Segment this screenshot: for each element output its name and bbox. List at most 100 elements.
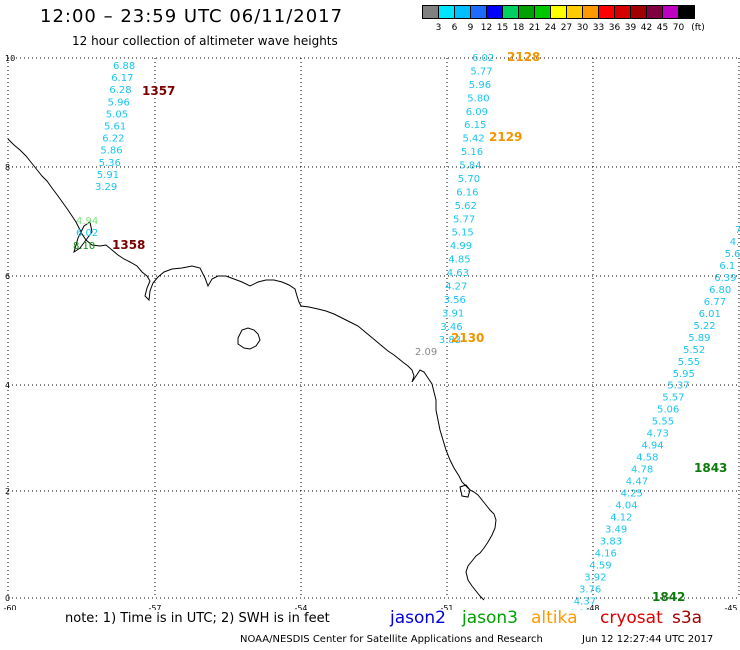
coastline-main [7, 138, 497, 601]
wave-height-value: 5.89 [688, 333, 710, 344]
legend-tick-label: 3 [435, 23, 442, 33]
x-tick-label: -57 [148, 604, 161, 610]
wave-height-value: 4.99 [450, 241, 472, 252]
legend-tick-label: 30 [576, 23, 589, 33]
wave-height-value: 5.55 [678, 357, 700, 368]
wave-height-value: 3.92 [584, 572, 606, 583]
wave-height-value: 4.58 [636, 453, 658, 464]
pass-time-label: 2128 [507, 50, 540, 64]
island-small [459, 484, 471, 498]
wave-height-value: 6.22 [102, 134, 124, 145]
satellite-passes: 6.886.176.285.965.055.616.225.865.365.91… [73, 53, 740, 610]
wave-height-value: 5.91 [97, 170, 119, 181]
legend-swatch [662, 5, 679, 19]
wave-height-value: 6.02 [76, 228, 98, 239]
y-tick-label: 2 [5, 487, 10, 496]
legend-swatches [422, 5, 695, 19]
wave-height-value: 8.10 [73, 241, 95, 252]
wave-height-value: 3.83 [439, 335, 461, 346]
wave-height-value: 5.22 [693, 321, 715, 332]
x-tick-label: -54 [294, 604, 307, 610]
wave-height-value: 5.77 [453, 214, 475, 225]
wave-height-value: 3.46 [440, 322, 462, 333]
wave-height-value: 5.80 [467, 93, 489, 104]
wave-height-value: 4.37 [574, 596, 596, 607]
wave-height-value: 6.77 [704, 297, 726, 308]
legend-swatch [630, 5, 647, 19]
wave-height-value: 2.09 [415, 347, 437, 358]
wave-height-value: 5.42 [463, 134, 485, 145]
legend-tick-label: 39 [624, 23, 637, 33]
y-tick-label: 0 [5, 594, 10, 603]
pass-time-label: 1357 [142, 84, 175, 98]
pass-time-label: 1843 [694, 461, 727, 475]
coast-islands-ne [73, 221, 93, 254]
legend-swatch [566, 5, 583, 19]
wave-height-value: 5.57 [662, 393, 684, 404]
wave-height-value: 4.02 [569, 608, 591, 610]
satellite-name: jason3 [462, 608, 518, 628]
wave-height-value: 6.16 [456, 187, 478, 198]
legend-swatch [678, 5, 695, 19]
legend-swatch [422, 5, 439, 19]
y-tick-label: 8 [5, 163, 10, 172]
pass-times: 1357 1358 2128 2129 2130 1843 1842 [112, 50, 727, 604]
wave-height-value: 6.01 [699, 309, 721, 320]
legend-swatch [646, 5, 663, 19]
wave-height-value: 5.86 [100, 146, 122, 157]
y-tick-label: 4 [5, 381, 10, 390]
wave-height-value: 4.27 [445, 282, 467, 293]
wave-height-value: 3.29 [95, 182, 117, 193]
wave-height-value: 3.56 [444, 295, 466, 306]
wave-height-value: 5.36 [99, 158, 121, 169]
wave-height-value: 4.73 [647, 429, 669, 440]
wave-height-value: 6.80 [709, 285, 731, 296]
wave-height-value: 5.61 [104, 122, 126, 133]
legend-labels: 3 6 9 12 15 18 21 24 27 30 33 36 39 42 45 70 (ft) [422, 23, 740, 37]
satellite-name: s3a [672, 608, 703, 628]
x-tick-label: -45 [724, 604, 737, 610]
wave-height-value: 4. [730, 237, 740, 248]
legend-swatch [438, 5, 455, 19]
wave-height-value: 4.16 [595, 549, 617, 560]
y-tick-label: 10 [5, 54, 15, 63]
wave-height-value: 4.94 [76, 216, 98, 227]
wave-height-value: 5.95 [673, 369, 695, 380]
wave-height-value: 4.63 [447, 268, 469, 279]
wave-height-value: 6.09 [466, 107, 488, 118]
pass-time-label: 2130 [451, 331, 484, 345]
wave-height-value: 4.04 [615, 501, 637, 512]
color-legend: 3 6 9 12 15 18 21 24 27 30 33 36 39 42 45 70 (ft) [422, 5, 705, 33]
map-subtitle: 12 hour collection of altimeter wave hei… [72, 34, 338, 48]
legend-swatch [502, 5, 519, 19]
axis-labels: -60 -57 -54 -51 -48 -45 0 2 4 6 8 10 [3, 54, 737, 610]
legend-swatch [470, 5, 487, 19]
legend-swatch [614, 5, 631, 19]
satellite-name: jason2 [390, 608, 446, 628]
wave-height-value: 5.70 [458, 174, 480, 185]
generated-timestamp: Jun 12 12:27:44 UTC 2017 [582, 634, 714, 645]
legend-tick-label: 18 [512, 23, 525, 33]
wave-height-value: 5.84 [459, 161, 481, 172]
pass-time-label: 1358 [112, 238, 145, 252]
wave-height-value: 3.76 [579, 584, 601, 595]
units-note: note: 1) Time is in UTC; 2) SWH is in fe… [65, 611, 330, 626]
x-tick-label: -60 [3, 604, 16, 610]
y-tick-label: 6 [5, 272, 10, 281]
wave-height-value: 5.06 [657, 405, 679, 416]
legend-tick-label: 42 [640, 23, 653, 33]
wave-height-value: 6.17 [111, 73, 133, 84]
legend-swatch [486, 5, 503, 19]
wave-height-value: 5.16 [461, 147, 483, 158]
wave-height-value: 4.85 [448, 255, 470, 266]
wave-height-value: 4.47 [626, 477, 648, 488]
legend-swatch [454, 5, 471, 19]
legend-tick-label: 21 [528, 23, 541, 33]
wave-height-value: 5.62 [455, 201, 477, 212]
map-title: 12:00 – 23:59 UTC 06/11/2017 [40, 6, 344, 27]
legend-tick-label: 9 [467, 23, 474, 33]
legend-swatch [598, 5, 615, 19]
legend-tick-label: 45 [656, 23, 669, 33]
legend-tick-label: 15 [496, 23, 509, 33]
wave-height-value: 5.6 [725, 249, 740, 260]
